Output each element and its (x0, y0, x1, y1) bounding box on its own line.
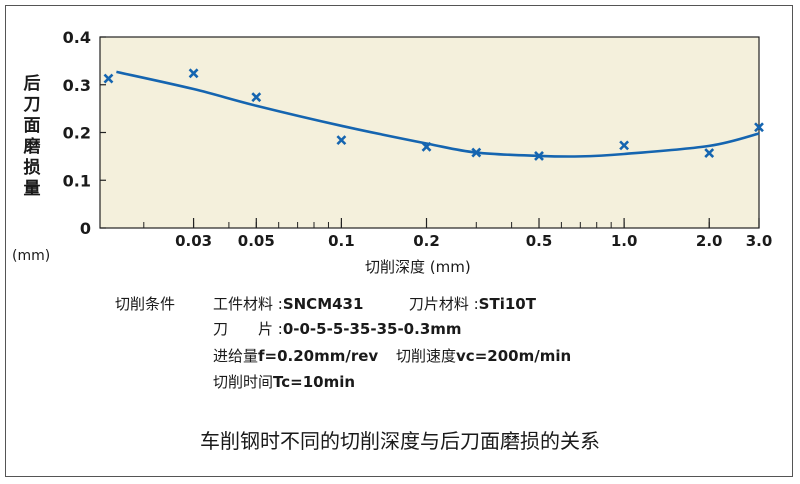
data-point-marker (188, 68, 199, 79)
condition-key: 切削时间 (213, 373, 274, 391)
condition-value: SNCM431 (282, 295, 364, 313)
data-point-marker (619, 140, 630, 151)
y-tick-label: 0.4 (63, 28, 91, 47)
conditions-row-3: 进给量 f=0.20mm/rev 切削速度 vc=200m/min (213, 345, 571, 366)
data-point-marker (704, 148, 715, 158)
condition-key: 刀 片 : (213, 320, 283, 338)
x-tick-label: 0.03 (175, 232, 212, 250)
x-tick-label: 0.1 (328, 232, 355, 250)
condition-value: vc=200m/min (456, 347, 572, 365)
x-tick-label: 0.5 (526, 232, 553, 250)
condition-value: f=0.20mm/rev (258, 347, 379, 365)
figure-caption: 车削钢时不同的切削深度与后刀面磨损的关系 (200, 429, 600, 453)
data-point-marker (103, 73, 114, 84)
conditions-row-1: 切削条件 工件材料 : SNCM431 刀片材料 : STi10T (115, 293, 536, 314)
condition-value: Tc=10min (273, 373, 356, 391)
condition-key: 进给量 (213, 347, 259, 365)
data-point-marker (336, 135, 347, 146)
x-tick-label: 0.05 (238, 232, 275, 250)
y-tick-label: 0.2 (63, 124, 91, 143)
y-tick-label: 0 (80, 219, 91, 238)
plot-area (99, 36, 760, 229)
conditions-heading: 切削条件 (115, 295, 176, 313)
data-point-marker (754, 122, 764, 133)
condition-key: 切削速度 (396, 347, 457, 365)
y-axis-unit: (mm) (12, 248, 51, 264)
y-tick-label: 0.3 (63, 76, 91, 95)
conditions-row-2: 刀 片 : 0-0-5-5-35-35-0.3mm (213, 318, 462, 339)
data-point-marker (471, 147, 482, 158)
condition-key: 工件材料 : (213, 295, 283, 313)
x-tick-label: 1.0 (611, 232, 638, 250)
figure-frame (5, 5, 793, 477)
x-axis-label: 切削深度 (mm) (365, 258, 471, 276)
condition-key: 刀片材料 : (408, 295, 479, 313)
condition-value: 0-0-5-5-35-35-0.3mm (282, 320, 462, 338)
conditions-row-4: 切削时间 Tc=10min (213, 371, 355, 392)
x-tick-label: 2.0 (696, 232, 723, 250)
data-point-marker (251, 92, 262, 103)
condition-value: STi10T (478, 295, 536, 313)
y-axis-label: 后刀面磨损量 (23, 74, 41, 199)
y-tick-label: 0.1 (63, 171, 91, 190)
x-tick-label: 3.0 (746, 232, 773, 250)
trend-curve (116, 70, 760, 158)
data-point-marker (534, 150, 544, 161)
data-point-marker (421, 141, 432, 152)
x-tick-label: 0.2 (413, 232, 440, 250)
